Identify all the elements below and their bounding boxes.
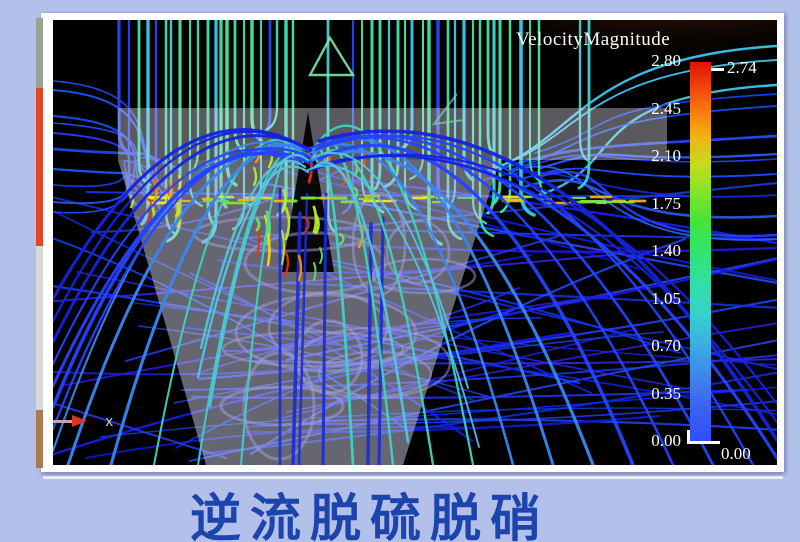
colorbar-min-label: 0.00 [721, 444, 751, 463]
left-edge-strip-lightgray [36, 246, 43, 410]
left-edge-strip-gray [36, 18, 43, 88]
colorbar-max-label: 2.74 [727, 58, 757, 77]
colorbar-tick: 2.45 [651, 98, 681, 118]
caption: 逆流脱硫脱硝 [189, 490, 550, 542]
axis-arrow-stem [53, 420, 73, 423]
colorbar-tick: 0.00 [651, 431, 681, 450]
colorbar [690, 62, 711, 442]
inlet-triangle-marker-2 [431, 93, 465, 126]
legend-title: VelocityMagnitude [516, 29, 671, 50]
colorbar-tick: 1.75 [651, 193, 681, 213]
colorbar-tick: 0.70 [651, 336, 681, 355]
colorbar-tick: 2.80 [651, 51, 681, 70]
vessel-rim [118, 108, 667, 160]
caption-separator-line [43, 476, 783, 479]
inlet-triangle-marker [307, 35, 356, 77]
colorbar-tick: 2.10 [651, 146, 681, 165]
streamline-plot [53, 20, 777, 465]
viz-area: VelocityMagnitude 2.80 2.45 2.10 1.75 1.40 1.… [53, 20, 777, 465]
colorbar-tick: 0.35 [651, 383, 681, 403]
fountain-streamlines [53, 124, 777, 465]
colorbar-tick: 1.05 [651, 288, 681, 308]
colorbar-max-marker-dash [711, 68, 724, 71]
left-edge-strip-red [36, 88, 43, 246]
axis-x-label: x [105, 414, 114, 430]
axis-arrow-icon [72, 415, 87, 427]
colorbar-min-marker-line-h [687, 441, 720, 444]
colorbar-tick: 1.40 [651, 241, 681, 260]
left-edge-strip-tan [36, 410, 43, 468]
colorbar-min-marker-line-v [687, 430, 690, 444]
